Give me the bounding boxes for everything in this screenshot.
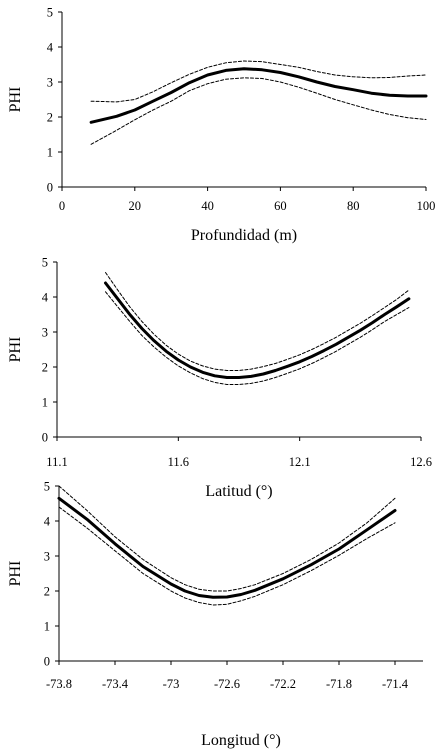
x-tick-label: -73 [163,677,180,691]
x-axis-title: Latitud (°) [205,483,272,500]
x-tick-label: 40 [201,199,214,213]
y-tick-label: 3 [47,76,53,90]
y-tick-label: 4 [42,291,49,305]
fit-curve [89,67,428,124]
x-tick-label: -71.8 [326,677,352,691]
chart-panel-depth: 0 1 2 3 4 5 0 20 40 60 80 100 Profundidad (m) PHI [7,6,435,245]
x-tick-label: -71.4 [382,677,409,691]
x-tick-label: 11.6 [168,455,189,469]
y-axis-title: PHI [7,87,24,113]
x-tick-label: 60 [274,199,287,213]
x-tick-label: -73.8 [46,677,72,691]
y-tick-label: 2 [47,111,53,125]
y-tick-label: 3 [42,326,48,340]
y-axis-title: PHI [7,561,24,587]
lower-confidence-curve [105,291,410,385]
upper-confidence-curve [105,272,410,371]
y-tick-label: 0 [44,655,50,669]
x-tick-label: 100 [417,199,436,213]
y-tick-label: 0 [42,431,48,445]
y-tick-label: 0 [47,181,53,195]
x-tick-label: 12.6 [410,455,432,469]
y-tick-label: 4 [44,515,51,529]
x-tick-label: 80 [347,199,360,213]
y-tick-label: 5 [42,256,48,270]
chart-panel-latitude: 0 1 2 3 4 5 11.1 11.6 12.1 12.6 Latitud (°) PHI [7,256,432,501]
x-tick-label: -73.4 [102,677,129,691]
y-tick-label: 5 [44,480,50,494]
upper-confidence-curve [90,60,427,103]
y-tick-label: 5 [47,6,53,20]
x-tick-label: 12.1 [289,455,311,469]
chart-panel-longitude: 0 1 2 3 4 5 -73.8 -73.4 -73 -72.6 -72.2 -71.8 -71.4 L… [7,480,423,749]
x-tick-label: 11.1 [46,455,67,469]
y-tick-label: 1 [44,620,50,634]
y-tick-label: 4 [47,41,54,55]
x-tick-label: 20 [129,199,142,213]
lower-confidence-curve [58,506,396,606]
upper-confidence-curve [58,485,396,592]
fit-curve [57,496,397,599]
fit-curve [104,281,411,379]
y-tick-label: 2 [44,585,50,599]
x-axis-title: Longitud (°) [201,732,281,749]
y-tick-label: 2 [42,361,48,375]
x-tick-label: 0 [59,199,65,213]
y-tick-label: 1 [42,396,48,410]
lower-confidence-curve [90,77,427,145]
x-axis-title: Profundidad (m) [191,227,297,244]
x-tick-label: -72.2 [270,677,296,691]
y-tick-label: 3 [44,550,50,564]
y-tick-label: 1 [47,146,53,160]
x-tick-label: -72.6 [214,677,240,691]
y-axis-title: PHI [7,337,24,363]
